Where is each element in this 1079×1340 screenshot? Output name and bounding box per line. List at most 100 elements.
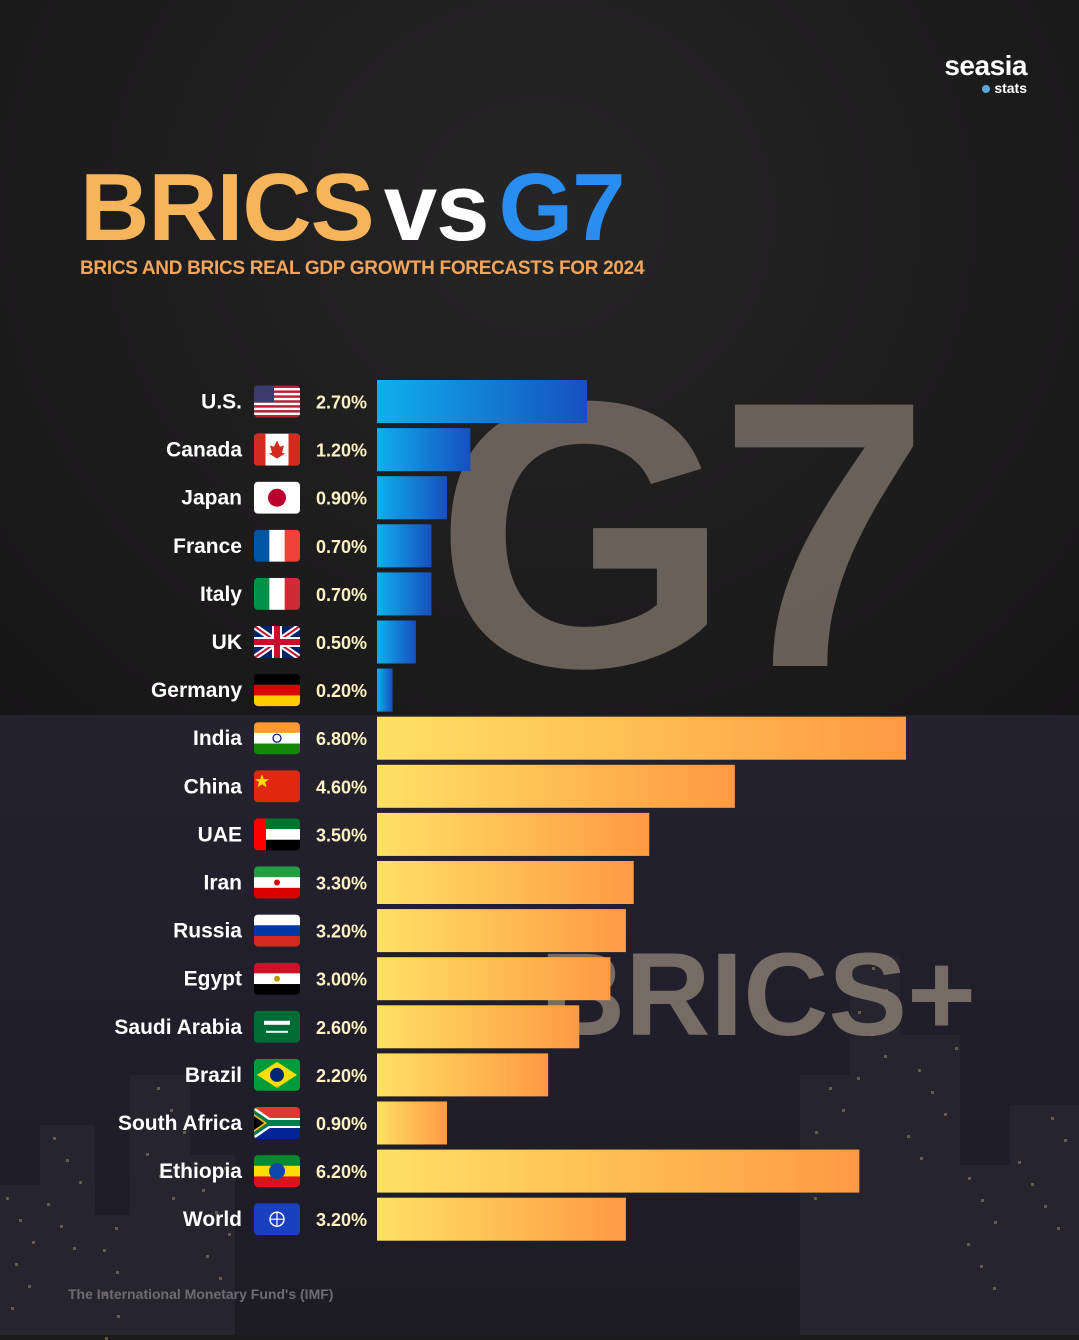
brand-sub: stats xyxy=(994,80,1027,96)
egypt-flag-icon xyxy=(254,962,300,995)
skyline-building xyxy=(130,1075,190,1335)
category-label: India xyxy=(193,727,242,750)
bar-saudi-arabia xyxy=(377,1005,580,1049)
window-light xyxy=(1018,1161,1021,1164)
title-brics: BRICS xyxy=(80,154,375,261)
value-label: 3.30% xyxy=(316,874,367,894)
window-light xyxy=(32,1241,35,1244)
window-light xyxy=(967,1243,970,1246)
window-light xyxy=(968,1177,971,1180)
canada-flag-icon xyxy=(254,433,300,466)
bar-ethiopia xyxy=(377,1149,860,1193)
france-flag-icon xyxy=(254,529,300,562)
window-light xyxy=(980,1265,983,1268)
window-light xyxy=(858,1011,861,1014)
bar-japan xyxy=(377,476,448,520)
window-light xyxy=(1051,1117,1054,1120)
chart-row: China 4.60% xyxy=(184,764,735,808)
skyline-building xyxy=(900,1035,960,1335)
window-light xyxy=(215,1211,218,1214)
chart-row: World 3.20% xyxy=(183,1197,626,1241)
chart-subtitle: BRICS AND BRICS REAL GDP GROWTH FORECAST… xyxy=(80,258,645,279)
window-light xyxy=(857,1077,860,1080)
window-light xyxy=(104,1293,107,1296)
window-light xyxy=(871,1033,874,1036)
value-label: 0.20% xyxy=(316,681,367,701)
window-light xyxy=(1057,1227,1060,1230)
bar-us xyxy=(377,380,588,423)
chart-row: France 0.70% xyxy=(173,524,432,568)
chart-row: Russia 3.20% xyxy=(173,909,626,953)
window-light xyxy=(117,1315,120,1318)
iran-flag-icon xyxy=(254,866,300,899)
bar-italy xyxy=(377,572,432,616)
window-light xyxy=(829,1087,832,1090)
value-label: 6.20% xyxy=(316,1162,367,1182)
window-light xyxy=(11,1307,14,1310)
window-light xyxy=(1044,1205,1047,1208)
category-label: France xyxy=(173,535,242,558)
skyline-building xyxy=(40,1125,95,1335)
italy-flag-icon xyxy=(254,577,300,610)
uae-flag-icon xyxy=(254,818,300,851)
chart-row: South Africa 0.90% xyxy=(118,1101,448,1145)
russia-flag-icon xyxy=(254,914,300,947)
brics-watermark: BRICS+ xyxy=(540,929,977,1061)
window-light xyxy=(931,1091,934,1094)
bar-egypt xyxy=(377,957,611,1001)
category-label: Italy xyxy=(200,583,242,606)
value-label: 3.20% xyxy=(316,922,367,942)
bar-iran xyxy=(377,861,634,904)
window-light xyxy=(66,1159,69,1162)
value-label: 3.00% xyxy=(316,970,367,990)
value-label: 0.70% xyxy=(316,585,367,605)
window-light xyxy=(47,1203,50,1206)
window-light xyxy=(224,1167,227,1170)
window-light xyxy=(994,1221,997,1224)
category-label: South Africa xyxy=(118,1112,242,1135)
us-flag-icon xyxy=(254,385,300,418)
chart-row: Canada 1.20% xyxy=(166,428,471,472)
bar-south-africa xyxy=(377,1101,448,1145)
category-label: Canada xyxy=(166,439,242,462)
window-light xyxy=(73,1247,76,1250)
chart-row: Italy 0.70% xyxy=(200,572,432,616)
china-flag-icon xyxy=(254,770,300,803)
window-light xyxy=(170,1109,173,1112)
skyline-building xyxy=(800,1075,850,1335)
window-light xyxy=(206,1255,209,1258)
brand-logo: seasia stats xyxy=(944,52,1027,98)
bar-france xyxy=(377,524,432,568)
chart-row: UK 0.50% xyxy=(212,620,416,664)
chart-row: India 6.80% xyxy=(193,716,906,760)
window-light xyxy=(981,1199,984,1202)
bar-germany xyxy=(377,668,393,712)
chart-row: UAE 3.50% xyxy=(198,812,650,856)
window-light xyxy=(159,1175,162,1178)
background-top xyxy=(0,0,1079,720)
window-light xyxy=(1064,1139,1067,1142)
title-g7: G7 xyxy=(498,154,625,261)
window-light xyxy=(79,1181,82,1184)
category-label: China xyxy=(184,775,243,798)
value-label: 0.90% xyxy=(316,489,367,509)
japan-flag-icon xyxy=(254,481,300,514)
window-light xyxy=(872,967,875,970)
window-light xyxy=(228,1233,231,1236)
window-light xyxy=(60,1225,63,1228)
window-light xyxy=(814,1197,817,1200)
category-label: UK xyxy=(212,631,242,654)
india-flag-icon xyxy=(254,722,300,755)
chart-row: Germany 0.20% xyxy=(151,668,393,712)
window-light xyxy=(907,1135,910,1138)
window-light xyxy=(920,1157,923,1160)
skyline-building xyxy=(850,955,900,1335)
value-label: 0.90% xyxy=(316,1114,367,1134)
window-light xyxy=(202,1189,205,1192)
window-light xyxy=(1031,1183,1034,1186)
value-label: 2.70% xyxy=(316,393,367,413)
chart-row: Japan 0.90% xyxy=(181,476,448,520)
value-label: 0.70% xyxy=(316,537,367,557)
window-light xyxy=(146,1153,149,1156)
category-label: Russia xyxy=(173,920,242,943)
